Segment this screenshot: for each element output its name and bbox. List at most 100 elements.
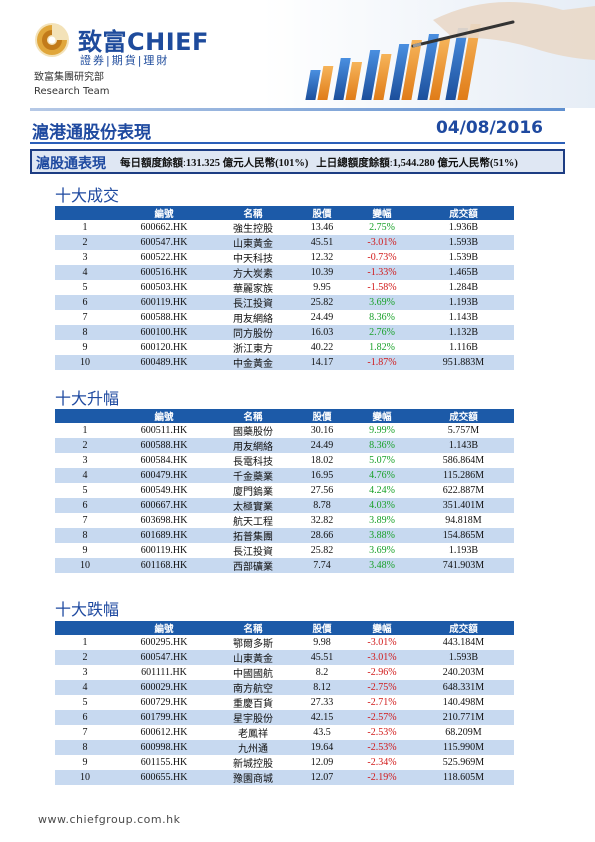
cell-rank: 8 — [55, 740, 115, 755]
table-row: 1 600662.HK 強生控股 13.46 2.75% 1.936B — [55, 220, 514, 235]
table-row: 3 600584.HK 長電科技 18.02 5.07% 586.864M — [55, 453, 514, 468]
cell-name: 廈門鎢業 — [233, 487, 273, 498]
cell-code: 600119.HK — [140, 545, 188, 556]
cell-code: 600120.HK — [140, 342, 188, 353]
cell-name: 拓普集團 — [213, 528, 293, 543]
cell-turnover: 443.184M — [442, 637, 485, 648]
cell-name: 用友網絡 — [233, 314, 273, 325]
column-header — [55, 621, 115, 635]
cell-change: 4.03% — [351, 498, 413, 513]
column-header: 變幅 — [351, 409, 413, 423]
cell-name: 山東黃金 — [213, 650, 293, 665]
cell-change: 5.07% — [369, 455, 395, 466]
table-row: 1 600295.HK 鄂爾多斯 9.98 -3.01% 443.184M — [55, 635, 514, 650]
cell-name: 中天科技 — [233, 254, 273, 265]
cell-price: 8.12 — [293, 680, 351, 695]
cell-rank: 8 — [55, 528, 115, 543]
cell-turnover: 1.593B — [413, 650, 514, 665]
cell-rank: 2 — [55, 650, 115, 665]
table-row: 10 600655.HK 豫園商城 12.07 -2.19% 118.605M — [55, 770, 514, 785]
cell-price: 45.51 — [293, 235, 351, 250]
cell-code: 601799.HK — [115, 710, 213, 725]
column-header: 編號 — [115, 206, 213, 220]
company-logo: 致富CHIEF 證券|期貨|理財 — [34, 22, 234, 67]
cell-rank: 7 — [82, 727, 88, 738]
cell-rank: 6 — [55, 710, 115, 725]
cell-name: 千金藥業 — [213, 468, 293, 483]
cell-code: 600584.HK — [140, 455, 188, 466]
cell-turnover: 586.864M — [442, 455, 485, 466]
cell-turnover: 5.757M — [447, 425, 480, 436]
cell-code: 600547.HK — [115, 235, 213, 250]
cell-code: 600479.HK — [115, 468, 213, 483]
cell-name: 強生控股 — [233, 224, 273, 235]
cell-change: 3.69% — [369, 545, 395, 556]
cell-price: 7.74 — [293, 558, 351, 573]
cell-code: 600662.HK — [140, 222, 188, 233]
cell-change: -2.53% — [367, 727, 397, 738]
cell-code: 600516.HK — [115, 265, 213, 280]
cell-price: 16.03 — [293, 325, 351, 340]
summary-label: 滬股通表現 — [36, 156, 106, 172]
cell-code: 600511.HK — [140, 425, 188, 436]
cell-name: 新城控股 — [233, 759, 273, 770]
cell-price: 28.66 — [293, 528, 351, 543]
cell-rank: 5 — [82, 282, 88, 293]
department-en: Research Team — [34, 86, 110, 97]
cell-turnover: 68.209M — [445, 727, 482, 738]
cell-name: 航天工程 — [233, 517, 273, 528]
table-row: 4 600516.HK 方大炭素 10.39 -1.33% 1.465B — [55, 265, 514, 280]
cell-code: 600588.HK — [140, 312, 188, 323]
table-row: 10 600489.HK 中金黃金 14.17 -1.87% 951.883M — [55, 355, 514, 370]
cell-rank: 10 — [55, 355, 115, 370]
column-header: 變幅 — [351, 206, 413, 220]
cell-name: 中金黃金 — [213, 355, 293, 370]
footer-url[interactable]: www.chiefgroup.com.hk — [38, 813, 181, 826]
table-row: 4 600029.HK 南方航空 8.12 -2.75% 648.331M — [55, 680, 514, 695]
cell-change: -1.58% — [367, 282, 397, 293]
cell-code: 600729.HK — [140, 697, 188, 708]
cell-change: 1.82% — [369, 342, 395, 353]
table-row: 9 601155.HK 新城控股 12.09 -2.34% 525.969M — [55, 755, 514, 770]
cell-price: 43.5 — [313, 727, 331, 738]
cell-turnover: 525.969M — [442, 757, 485, 768]
cell-price: 19.64 — [293, 740, 351, 755]
cell-change: -2.75% — [351, 680, 413, 695]
cell-name: 長電科技 — [233, 457, 273, 468]
table-row: 7 600612.HK 老鳳祥 43.5 -2.53% 68.209M — [55, 725, 514, 740]
cell-code: 600612.HK — [140, 727, 188, 738]
cell-turnover: 1.132B — [413, 325, 514, 340]
table-row: 8 600998.HK 九州通 19.64 -2.53% 115.990M — [55, 740, 514, 755]
cell-rank: 6 — [55, 498, 115, 513]
cell-rank: 10 — [55, 558, 115, 573]
cell-name: 浙江東方 — [233, 344, 273, 355]
cell-code: 601111.HK — [141, 667, 187, 678]
cell-name: 國藥股份 — [233, 427, 273, 438]
cell-name: 長江投資 — [233, 547, 273, 558]
column-header: 名稱 — [213, 621, 293, 635]
cell-price: 13.46 — [310, 222, 334, 233]
cell-code: 600119.HK — [115, 295, 213, 310]
cell-turnover: 1.143B — [448, 312, 479, 323]
cell-code: 601155.HK — [140, 757, 188, 768]
cell-turnover: 140.498M — [442, 697, 485, 708]
cell-price: 10.39 — [293, 265, 351, 280]
table-row: 9 600119.HK 長江投資 25.82 3.69% 1.193B — [55, 543, 514, 558]
cell-code: 600100.HK — [115, 325, 213, 340]
section-title-top-gainers: 十大升幅 — [55, 389, 120, 408]
cell-turnover: 1.465B — [413, 265, 514, 280]
cell-rank: 1 — [82, 425, 88, 436]
table-row: 10 601168.HK 西部礦業 7.74 3.48% 741.903M — [55, 558, 514, 573]
cell-price: 24.49 — [310, 312, 334, 323]
cell-name: 長江投資 — [213, 295, 293, 310]
top-turnover-table: 編號 名稱 股價 變幅 成交額 1 600662.HK 強生控股 13.46 2.75% 1.936… — [55, 206, 514, 370]
cell-turnover: 1.193B — [413, 295, 514, 310]
daily-quota-label: 每日額度餘額 — [120, 158, 183, 169]
cell-rank: 1 — [82, 637, 88, 648]
summary-text: 每日額度餘額:131.325 億元人民幣(101%) 上日總額度餘額:1,544… — [120, 158, 518, 169]
cell-price: 40.22 — [310, 342, 334, 353]
cell-code: 600522.HK — [140, 252, 188, 263]
cell-turnover: 240.203M — [442, 667, 485, 678]
table-row: 2 600547.HK 山東黃金 45.51 -3.01% 1.593B — [55, 235, 514, 250]
table-header-row: 編號 名稱 股價 變幅 成交額 — [55, 206, 514, 220]
